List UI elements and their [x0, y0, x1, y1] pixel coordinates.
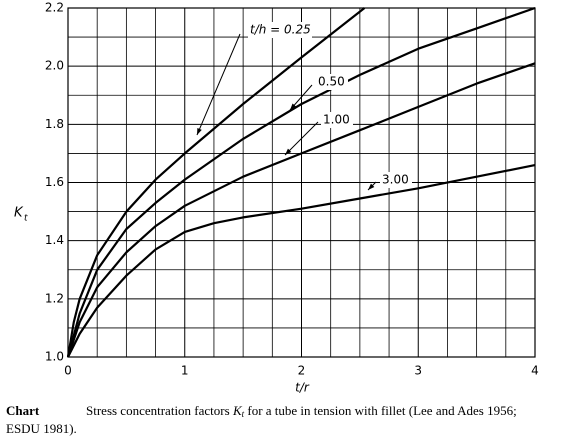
label-bg — [316, 74, 348, 90]
x-tick-label: 0 — [64, 364, 72, 378]
label-bg — [248, 22, 312, 38]
caption-label: Chart — [6, 403, 40, 418]
label-arrow — [196, 33, 241, 136]
arrow-head — [285, 148, 292, 155]
x-tick-label: 1 — [181, 364, 189, 378]
x-tick-label: 4 — [531, 364, 539, 378]
caption: Chart Stress concentration factors Kt fo… — [6, 403, 517, 419]
y-axis-label-sub: t — [24, 214, 28, 224]
arrow-head — [290, 103, 297, 110]
label-arrow — [284, 121, 319, 156]
series-label: t/h = 0.25 — [250, 23, 311, 37]
curve — [66, 6, 536, 358]
y-tick-label: 2.2 — [45, 1, 64, 15]
y-tick-label: 1.8 — [45, 117, 64, 131]
x-axis-label: t/r — [295, 381, 310, 395]
label-bg — [380, 172, 412, 188]
y-tick-label: 2.0 — [45, 59, 64, 73]
label-bg — [321, 112, 353, 128]
y-tick-label: 1.6 — [45, 175, 64, 189]
curve — [67, 164, 536, 358]
plot-frame — [67, 7, 536, 358]
y-tick-label: 1.0 — [45, 350, 64, 364]
curve — [66, 7, 366, 358]
series-label: 1.00 — [323, 113, 350, 127]
arrow-head — [197, 128, 202, 135]
series-label: 3.00 — [382, 173, 409, 187]
y-tick-label: 1.2 — [45, 291, 64, 305]
caption-text: K — [232, 403, 243, 418]
arrow-head — [368, 183, 375, 190]
x-tick-label: 3 — [414, 364, 422, 378]
caption-text: for a tube in tension with fillet (Lee a… — [244, 403, 517, 418]
y-axis-label: K — [14, 206, 24, 221]
series-label: 0.50 — [318, 75, 345, 89]
caption-text: Stress concentration factors — [86, 403, 233, 418]
caption-text: t — [242, 409, 245, 419]
y-tick-label: 1.4 — [45, 233, 64, 247]
caption-text: ESDU 1981). — [6, 421, 77, 436]
curve — [66, 62, 536, 358]
x-tick-label: 2 — [298, 364, 306, 378]
